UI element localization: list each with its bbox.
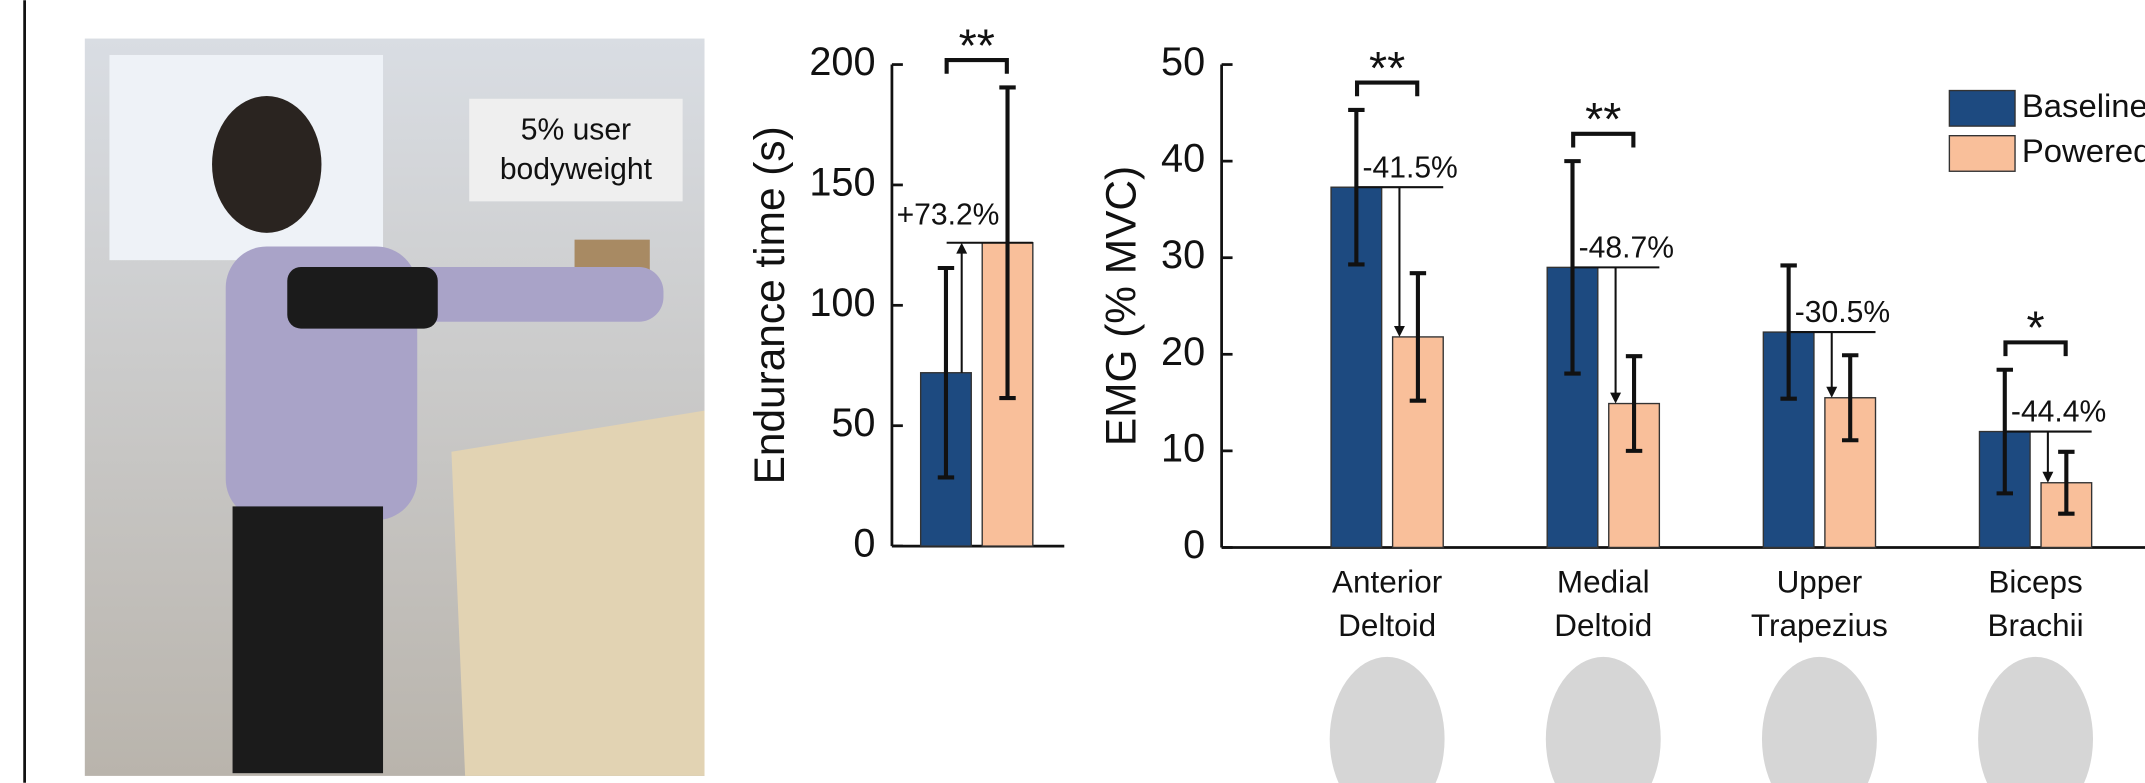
desk: [451, 411, 704, 776]
x-tick-label-line: Deltoid: [1338, 608, 1436, 643]
y-tick-label: 50: [831, 401, 875, 445]
legend-swatch: [1949, 91, 2015, 127]
arrow-head: [1826, 387, 1837, 398]
muscle-illustration: [1978, 657, 2093, 783]
y-tick-label: 50: [1161, 40, 1205, 84]
change-label: -30.5%: [1795, 296, 1890, 329]
muscle-illustration: [1762, 657, 1877, 783]
legend-swatch: [1949, 136, 2015, 172]
legs: [233, 506, 383, 773]
photo-label: bodyweight: [500, 153, 653, 186]
significance-label: **: [1369, 42, 1405, 94]
muscle-illustration: [1330, 657, 1445, 783]
y-tick-label: 30: [1161, 233, 1205, 277]
x-tick-label-line: Brachii: [1987, 608, 2083, 643]
y-tick-label: 0: [1183, 523, 1205, 567]
y-tick-label: 100: [809, 281, 875, 325]
exo-arm: [287, 267, 437, 329]
arrow-head: [2042, 472, 2053, 483]
legend-label: Powered: [2022, 132, 2145, 169]
x-tick-label-line: Biceps: [1988, 565, 2082, 600]
x-tick-label: Upper Trapezius: [1751, 565, 1888, 644]
significance-label: **: [1585, 93, 1621, 145]
change-label: -48.7%: [1579, 232, 1674, 265]
x-tick-label-line: Medial: [1557, 565, 1650, 600]
significance-label: *: [2027, 302, 2045, 354]
change-label: -41.5%: [1363, 151, 1458, 184]
legend-label: Baseline: [2022, 87, 2145, 124]
x-tick-label: Medial Deltoid: [1554, 565, 1652, 644]
figure: 5% user bodyweight 050100150200Endurance…: [0, 0, 2145, 783]
head: [212, 96, 321, 233]
muscle-illustration: [1546, 657, 1661, 783]
x-tick-label-line: Upper: [1777, 565, 1863, 600]
y-tick-label: 150: [809, 160, 875, 204]
y-tick-label: 20: [1161, 330, 1205, 374]
x-tick-label-line: Anterior: [1332, 565, 1442, 600]
change-label: -44.4%: [2011, 396, 2106, 429]
y-tick-label: 10: [1161, 426, 1205, 470]
y-tick-label: 200: [809, 40, 875, 84]
arrow-head: [1610, 393, 1621, 404]
y-tick-label: 0: [853, 522, 875, 566]
arrow-head: [1394, 326, 1405, 337]
arrow-head: [956, 243, 967, 254]
x-tick-label-line: Trapezius: [1751, 608, 1888, 643]
y-axis-label: Endurance time (s): [746, 126, 793, 484]
y-axis-label: EMG (% MVC): [1098, 166, 1145, 446]
y-tick-label: 40: [1161, 137, 1205, 181]
significance-label: **: [959, 19, 995, 71]
photo: 5% user bodyweight: [85, 39, 705, 776]
change-label: +73.2%: [897, 199, 1000, 232]
x-tick-label: Biceps Brachii: [1987, 565, 2083, 644]
x-tick-label-line: Deltoid: [1554, 608, 1652, 643]
x-tick-label: Anterior Deltoid: [1332, 565, 1442, 644]
photo-label: 5% user: [521, 114, 631, 147]
